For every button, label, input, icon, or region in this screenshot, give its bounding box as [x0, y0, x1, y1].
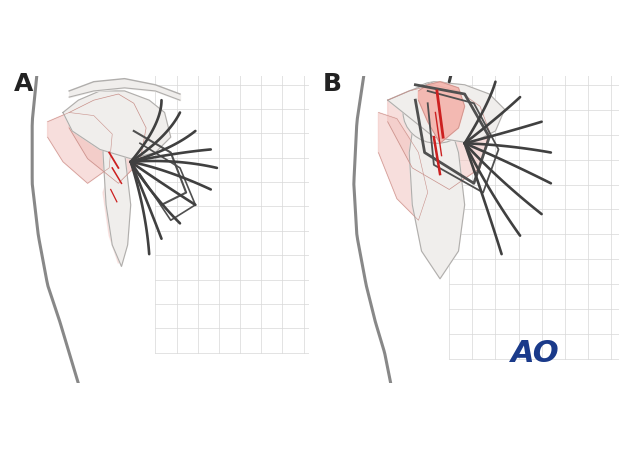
- Text: A: A: [14, 72, 33, 96]
- Polygon shape: [103, 100, 131, 267]
- Text: B: B: [323, 72, 342, 96]
- Polygon shape: [69, 94, 146, 183]
- Ellipse shape: [403, 82, 471, 143]
- Text: AO: AO: [511, 339, 559, 368]
- Polygon shape: [388, 82, 505, 143]
- Polygon shape: [388, 85, 489, 190]
- Polygon shape: [48, 112, 112, 183]
- Polygon shape: [378, 112, 428, 220]
- Polygon shape: [103, 174, 128, 263]
- Polygon shape: [63, 91, 170, 159]
- Ellipse shape: [89, 92, 141, 139]
- Polygon shape: [409, 91, 464, 279]
- Polygon shape: [418, 82, 464, 143]
